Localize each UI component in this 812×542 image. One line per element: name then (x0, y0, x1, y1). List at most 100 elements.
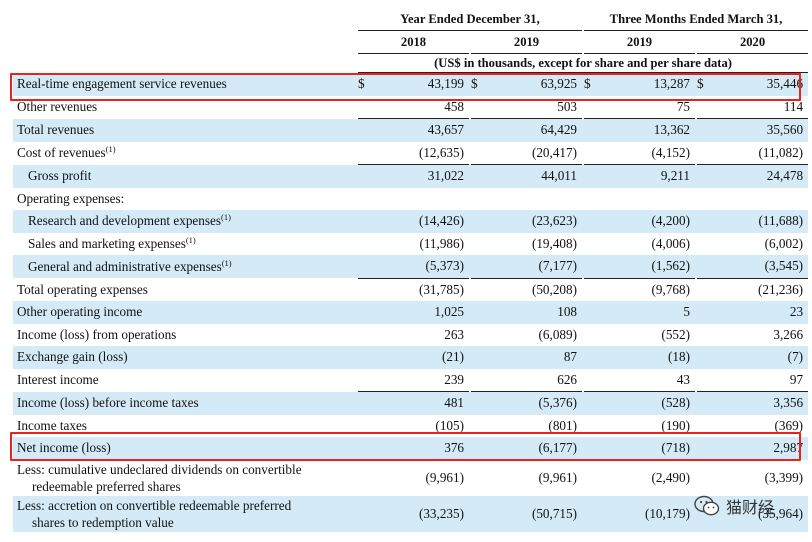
spacer-cell (356, 301, 358, 324)
value-cell: 481 (372, 391, 469, 415)
income-statement-table: Year Ended December 31, Three Months End… (13, 8, 809, 532)
value-cell: (6,002) (764, 235, 804, 251)
value-cell: (10,179) (598, 495, 695, 532)
value-cell: 35,560 (711, 118, 809, 142)
value-cell: (20,417) (531, 144, 577, 160)
row-label: Total operating expenses (13, 278, 356, 301)
row-label-text: Total revenues (17, 122, 95, 137)
row-label-text: Other revenues (17, 99, 98, 114)
row-label: Research and development expenses(1) (13, 210, 356, 233)
spacer-cell (582, 118, 584, 142)
spacer-cell (695, 301, 697, 324)
row-label: Income taxes (13, 415, 356, 438)
spacer-cell (582, 391, 584, 415)
value-cell: (5,373) (372, 255, 469, 278)
table-row: Income taxes (105) (801) (190) (369) (13, 415, 808, 438)
value-cell: (7) (711, 346, 809, 369)
currency-symbol (471, 233, 485, 256)
table-row: Sales and marketing expenses(1) (11,986) (… (13, 233, 808, 256)
table-row: General and administrative expenses(1) (5… (13, 255, 809, 278)
currency-symbol: $ (471, 72, 485, 96)
currency-symbol (584, 415, 598, 438)
table-row: Gross profit 31,022 44,011 9,211 24,478 (13, 164, 809, 188)
spacer-cell (356, 72, 358, 96)
row-label-text: General and administrative expenses (28, 258, 222, 274)
value-cell: (50,208) (485, 277, 582, 301)
spacer-cell (356, 391, 358, 415)
table-row: Exchange gain (loss) (21) 87 (18) (7) (13, 346, 809, 369)
currency-symbol (471, 188, 485, 211)
currency-symbol (471, 118, 485, 142)
currency-symbol (358, 277, 372, 301)
currency-symbol: $ (584, 72, 598, 96)
spacer-cell (469, 346, 471, 369)
value-cell: (6,177) (485, 437, 582, 460)
value-cell: 1,025 (372, 301, 469, 324)
value-cell: 35,446 (711, 72, 809, 96)
currency-symbol (584, 495, 598, 532)
value-cell: 9,211 (598, 164, 695, 188)
currency-symbol: $ (697, 72, 711, 96)
row-label: Income (loss) before income taxes (13, 391, 356, 415)
value-cell: (35,964) (711, 495, 809, 532)
value-cell: 114 (783, 98, 804, 114)
row-label: Less: accretion on convertible redeemabl… (13, 495, 356, 532)
value-cell: 458 (444, 98, 464, 114)
value-cell: 5 (598, 301, 695, 324)
row-label-text: Total operating expenses (17, 281, 148, 297)
header-three-months-ended: Three Months Ended March 31, (584, 8, 809, 31)
spacer-cell (356, 437, 358, 460)
currency-symbol (697, 210, 711, 233)
currency-symbol (584, 233, 598, 256)
currency-symbol (471, 277, 485, 301)
currency-symbol (584, 96, 598, 119)
value-cell: (31,785) (372, 277, 469, 301)
spacer-cell (469, 437, 471, 460)
table-row: Operating expenses: (13, 188, 808, 211)
row-label-line: redeemable preferred shares (32, 478, 181, 494)
spacer-cell (356, 346, 358, 369)
value-cell: (11,688) (711, 210, 809, 233)
row-label: General and administrative expenses(1) (13, 255, 356, 278)
value-cell: 13,287 (598, 72, 695, 96)
currency-symbol (358, 118, 372, 142)
value-cell (372, 188, 469, 211)
value-cell: (105) (435, 417, 464, 433)
row-label-line: Less: cumulative undeclared dividends on… (17, 461, 302, 477)
row-label-text: Real-time engagement service revenues (17, 76, 227, 91)
value-cell: (4,152) (651, 144, 690, 160)
value-cell: 64,429 (485, 118, 582, 142)
row-label: Other revenues (13, 96, 356, 119)
currency-symbol (697, 460, 711, 496)
value-cell: (9,961) (538, 469, 577, 485)
row-label: Cost of revenues(1) (13, 142, 356, 165)
currency-symbol (584, 346, 598, 369)
currency-symbol (471, 255, 485, 278)
row-label-text: Cost of revenues (17, 145, 106, 160)
value-cell: 31,022 (372, 164, 469, 188)
currency-symbol (697, 391, 711, 415)
currency-symbol (358, 142, 372, 165)
row-label-text: Other operating income (17, 304, 143, 320)
watermark-text: 猫财经 (726, 498, 775, 517)
row-label: Interest income (13, 369, 356, 392)
year-header: 2019 (471, 30, 582, 54)
value-cell: 263 (444, 326, 464, 342)
value-cell: 23 (711, 301, 809, 324)
value-cell: 3,356 (711, 391, 809, 415)
value-cell: 87 (485, 346, 582, 369)
row-label-line: shares to redemption value (32, 514, 174, 530)
spacer-cell (695, 346, 697, 369)
row-label-text: Net income (loss) (17, 440, 111, 456)
value-cell: (369) (774, 417, 804, 433)
currency-symbol (697, 324, 711, 347)
value-cell: 43,199 (372, 72, 469, 96)
row-label: Income (loss) from operations (13, 324, 356, 347)
table-row: Income (loss) before income taxes 481 (5,3… (13, 391, 809, 415)
spacer-cell (695, 495, 697, 532)
currency-symbol (358, 188, 372, 211)
currency-symbol (358, 495, 372, 532)
value-cell: (1,562) (598, 255, 695, 278)
row-label-text: Interest income (17, 372, 99, 387)
currency-symbol (471, 210, 485, 233)
